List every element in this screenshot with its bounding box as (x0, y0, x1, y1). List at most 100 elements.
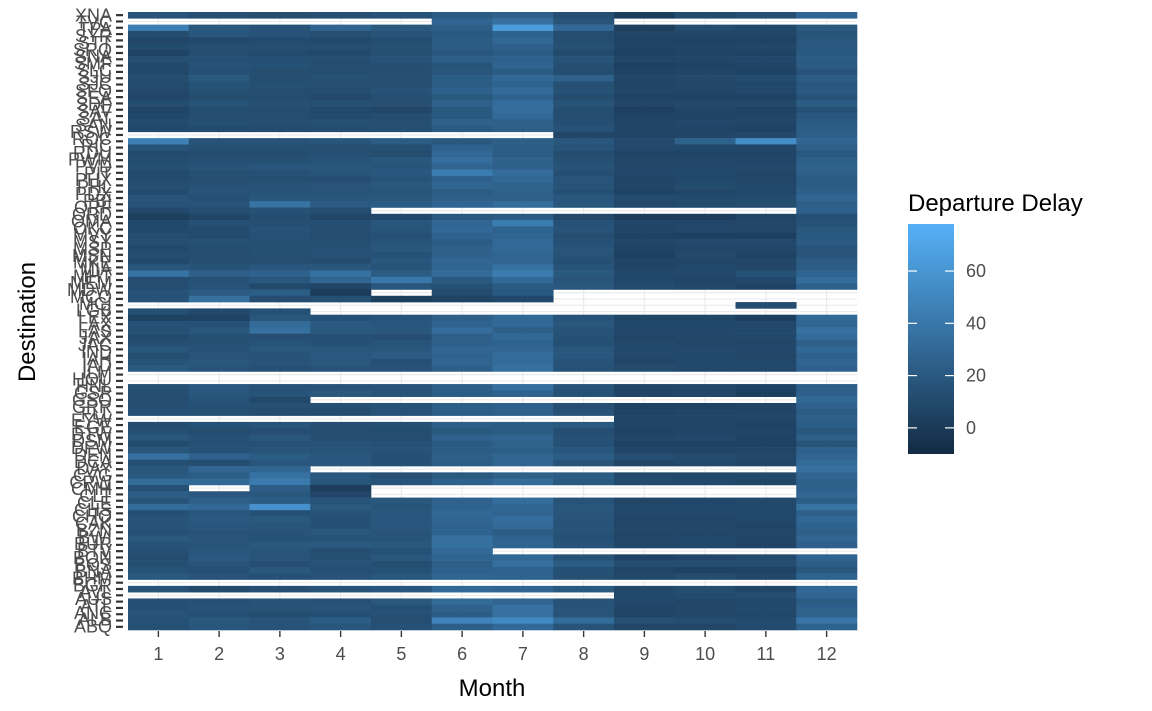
y-tick-label: MSN (72, 246, 112, 266)
heatmap-cell (735, 434, 797, 442)
heatmap-cell (310, 497, 372, 505)
heatmap-cell (249, 276, 311, 284)
heatmap-cell (188, 447, 250, 454)
heatmap-cell (735, 138, 797, 145)
heatmap-cell (614, 87, 676, 95)
heatmap-cell (492, 352, 554, 360)
heatmap-cell (614, 573, 676, 580)
heatmap-cell (492, 81, 554, 88)
y-tick-label: BNA (75, 562, 112, 582)
heatmap-cell (371, 459, 433, 467)
heatmap-cell (188, 194, 250, 202)
heatmap-cell (735, 220, 797, 227)
heatmap-cell (128, 106, 190, 114)
heatmap-cell (735, 213, 797, 221)
heatmap-cell (796, 157, 858, 164)
heatmap-cell (796, 106, 858, 114)
heatmap-cell (492, 194, 554, 202)
heatmap-cell (492, 87, 554, 95)
heatmap-cell (188, 43, 250, 51)
heatmap-cell (735, 264, 797, 271)
heatmap-cell (431, 100, 493, 107)
heatmap-cell (310, 611, 372, 618)
heatmap-cell (674, 434, 736, 442)
heatmap-cell (735, 541, 797, 549)
heatmap-cell (553, 623, 615, 631)
y-tick-label: ORD (72, 205, 112, 225)
heatmap-cell (310, 43, 372, 51)
heatmap-cell (128, 321, 190, 328)
heatmap-cell (796, 119, 858, 126)
y-tick-label: SEA (76, 88, 112, 108)
heatmap-cell (371, 623, 433, 631)
heatmap-cell (371, 295, 433, 303)
heatmap-cell (249, 466, 311, 473)
heatmap-cell (735, 554, 797, 561)
heatmap-cell (553, 119, 615, 126)
heatmap-cell (188, 87, 250, 95)
heatmap-cell (796, 491, 858, 498)
heatmap-cell (735, 251, 797, 259)
heatmap-cell (492, 566, 554, 574)
heatmap-cell (188, 56, 250, 63)
heatmap-cell (553, 402, 615, 410)
heatmap-cell (796, 428, 858, 435)
heatmap-cell (674, 175, 736, 183)
heatmap-cell (128, 24, 190, 32)
heatmap-cell (371, 43, 433, 51)
heatmap-cell (614, 131, 676, 139)
heatmap-cell (553, 106, 615, 114)
y-tick-label: SAV (77, 102, 112, 122)
heatmap-cell (492, 213, 554, 221)
heatmap-cell (431, 81, 493, 88)
heatmap-cell (735, 453, 797, 461)
heatmap-cell (735, 257, 797, 265)
heatmap-cell (249, 112, 311, 120)
heatmap-cell (431, 213, 493, 221)
heatmap-cell (553, 611, 615, 618)
heatmap-cell (310, 194, 372, 202)
heatmap-cell (614, 459, 676, 467)
heatmap-cell (614, 93, 676, 101)
heatmap-cell (614, 213, 676, 221)
heatmap-cell (310, 321, 372, 328)
heatmap-cell (310, 112, 372, 120)
heatmap-cell (796, 68, 858, 76)
heatmap-cell (796, 100, 858, 107)
heatmap-cell (553, 472, 615, 479)
heatmap-cell (553, 18, 615, 25)
heatmap-cell (188, 453, 250, 461)
heatmap-cell (674, 125, 736, 133)
heatmap-cell (796, 150, 858, 158)
heatmap-cell (553, 138, 615, 145)
heatmap-cell (188, 276, 250, 284)
heatmap-cell (431, 201, 493, 208)
heatmap-cell (188, 459, 250, 467)
heatmap-cell (674, 87, 736, 95)
heatmap-cell (492, 276, 554, 284)
y-tick-label: SFO (75, 81, 112, 101)
heatmap-cell (310, 402, 372, 410)
y-tick-label: HNL (76, 376, 112, 396)
heatmap-cell (431, 390, 493, 397)
heatmap-cell (249, 529, 311, 536)
heatmap-cell (371, 37, 433, 44)
heatmap-cell (188, 93, 250, 101)
heatmap-cell (249, 346, 311, 353)
heatmap-cell (249, 43, 311, 51)
heatmap-cell (553, 163, 615, 170)
heatmap-cell (310, 81, 372, 88)
heatmap-cell (796, 617, 858, 624)
heatmap-cell (796, 592, 858, 599)
heatmap-cell (371, 283, 433, 290)
y-tick-label: EGE (74, 417, 112, 437)
heatmap-cell (188, 150, 250, 158)
heatmap-cell (796, 415, 858, 423)
heatmap-cell (188, 12, 250, 19)
heatmap-cell (492, 12, 554, 19)
heatmap-cell (735, 12, 797, 19)
heatmap-cell (614, 112, 676, 120)
heatmap-cell (553, 220, 615, 227)
heatmap-cell (735, 503, 797, 511)
heatmap-cell (431, 12, 493, 19)
